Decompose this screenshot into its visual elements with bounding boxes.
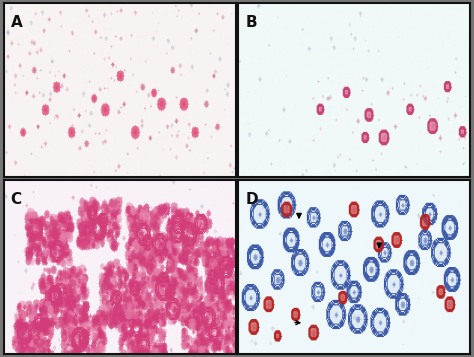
Text: A: A <box>11 15 22 30</box>
Text: C: C <box>11 192 22 207</box>
Text: B: B <box>246 15 257 30</box>
Text: D: D <box>246 192 258 207</box>
